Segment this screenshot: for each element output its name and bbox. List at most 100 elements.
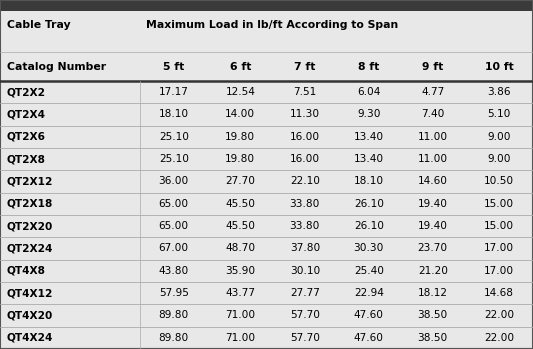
Bar: [0, 260, 533, 282]
Text: 11.00: 11.00: [418, 154, 448, 164]
Text: 10 ft: 10 ft: [484, 62, 513, 72]
Bar: [0, 148, 533, 170]
Text: 19.40: 19.40: [418, 221, 448, 231]
Text: 12.54: 12.54: [225, 87, 255, 97]
Bar: [0, 81, 533, 103]
Text: QT4X24: QT4X24: [7, 333, 53, 343]
Text: 25.10: 25.10: [159, 154, 189, 164]
Text: 47.60: 47.60: [354, 311, 384, 320]
Text: 19.40: 19.40: [418, 199, 448, 209]
Text: 6 ft: 6 ft: [230, 62, 251, 72]
Bar: [0, 282, 533, 304]
Text: 11.00: 11.00: [418, 132, 448, 142]
Text: 71.00: 71.00: [225, 333, 255, 343]
Text: 13.40: 13.40: [354, 154, 384, 164]
Text: 25.10: 25.10: [159, 132, 189, 142]
Text: 43.77: 43.77: [225, 288, 255, 298]
Bar: [0, 170, 533, 193]
Text: QT2X20: QT2X20: [7, 221, 53, 231]
Text: 43.80: 43.80: [159, 266, 189, 276]
Text: 9 ft: 9 ft: [422, 62, 443, 72]
Bar: [0, 215, 533, 237]
Text: 7 ft: 7 ft: [294, 62, 316, 72]
Text: 19.80: 19.80: [225, 154, 255, 164]
Text: 13.40: 13.40: [354, 132, 384, 142]
Text: 38.50: 38.50: [418, 311, 448, 320]
Text: 9.30: 9.30: [357, 110, 381, 119]
Text: 22.10: 22.10: [290, 177, 320, 186]
Text: 22.00: 22.00: [484, 333, 514, 343]
Text: 67.00: 67.00: [159, 244, 189, 253]
Text: 25.40: 25.40: [354, 266, 384, 276]
Text: 17.17: 17.17: [159, 87, 189, 97]
Text: QT2X2: QT2X2: [7, 87, 46, 97]
Text: 11.30: 11.30: [290, 110, 320, 119]
Text: 26.10: 26.10: [354, 199, 384, 209]
Text: QT4X8: QT4X8: [7, 266, 46, 276]
Text: 27.77: 27.77: [290, 288, 320, 298]
Text: 15.00: 15.00: [484, 221, 514, 231]
Text: 10.50: 10.50: [484, 177, 514, 186]
Text: QT4X20: QT4X20: [7, 311, 53, 320]
Text: 5.10: 5.10: [487, 110, 511, 119]
Text: 19.80: 19.80: [225, 132, 255, 142]
Text: 65.00: 65.00: [159, 199, 189, 209]
Text: 8 ft: 8 ft: [358, 62, 379, 72]
Text: 30.30: 30.30: [354, 244, 384, 253]
Text: 3.86: 3.86: [487, 87, 511, 97]
Text: 33.80: 33.80: [290, 199, 320, 209]
Text: QT2X6: QT2X6: [7, 132, 46, 142]
Text: 17.00: 17.00: [484, 266, 514, 276]
Text: 22.94: 22.94: [354, 288, 384, 298]
Text: Maximum Load in lb/ft According to Span: Maximum Load in lb/ft According to Span: [146, 21, 398, 30]
Text: 7.40: 7.40: [421, 110, 445, 119]
Text: 22.00: 22.00: [484, 311, 514, 320]
Bar: [0, 126, 533, 148]
Text: 18.10: 18.10: [354, 177, 384, 186]
Text: 71.00: 71.00: [225, 311, 255, 320]
Text: 38.50: 38.50: [418, 333, 448, 343]
Text: 15.00: 15.00: [484, 199, 514, 209]
Text: 47.60: 47.60: [354, 333, 384, 343]
Text: 48.70: 48.70: [225, 244, 255, 253]
Bar: [0, 0, 533, 11]
Text: 27.70: 27.70: [225, 177, 255, 186]
Text: 18.10: 18.10: [159, 110, 189, 119]
Text: QT2X4: QT2X4: [7, 110, 46, 119]
Text: 5 ft: 5 ft: [163, 62, 184, 72]
Text: 16.00: 16.00: [290, 132, 320, 142]
Text: QT4X12: QT4X12: [7, 288, 53, 298]
Text: 89.80: 89.80: [159, 333, 189, 343]
Bar: [0, 237, 533, 260]
Text: 21.20: 21.20: [418, 266, 448, 276]
Text: 45.50: 45.50: [225, 199, 255, 209]
Text: Catalog Number: Catalog Number: [7, 62, 106, 72]
Text: 17.00: 17.00: [484, 244, 514, 253]
Text: 14.60: 14.60: [418, 177, 448, 186]
Text: QT2X18: QT2X18: [7, 199, 53, 209]
Bar: [0, 193, 533, 215]
Text: 65.00: 65.00: [159, 221, 189, 231]
Text: 36.00: 36.00: [159, 177, 189, 186]
Text: 9.00: 9.00: [487, 132, 511, 142]
Text: 16.00: 16.00: [290, 154, 320, 164]
Text: 89.80: 89.80: [159, 311, 189, 320]
Text: 57.95: 57.95: [159, 288, 189, 298]
Text: 14.00: 14.00: [225, 110, 255, 119]
Text: QT2X8: QT2X8: [7, 154, 46, 164]
Text: 14.68: 14.68: [484, 288, 514, 298]
Text: 6.04: 6.04: [357, 87, 381, 97]
Text: 37.80: 37.80: [290, 244, 320, 253]
Text: 9.00: 9.00: [487, 154, 511, 164]
Text: 4.77: 4.77: [421, 87, 445, 97]
Text: 57.70: 57.70: [290, 333, 320, 343]
Text: 33.80: 33.80: [290, 221, 320, 231]
Text: 30.10: 30.10: [290, 266, 320, 276]
Bar: [0, 327, 533, 349]
Text: 7.51: 7.51: [293, 87, 317, 97]
Text: Cable Tray: Cable Tray: [7, 21, 70, 30]
Text: QT2X12: QT2X12: [7, 177, 53, 186]
Bar: [0, 103, 533, 126]
Text: 35.90: 35.90: [225, 266, 255, 276]
Text: QT2X24: QT2X24: [7, 244, 53, 253]
